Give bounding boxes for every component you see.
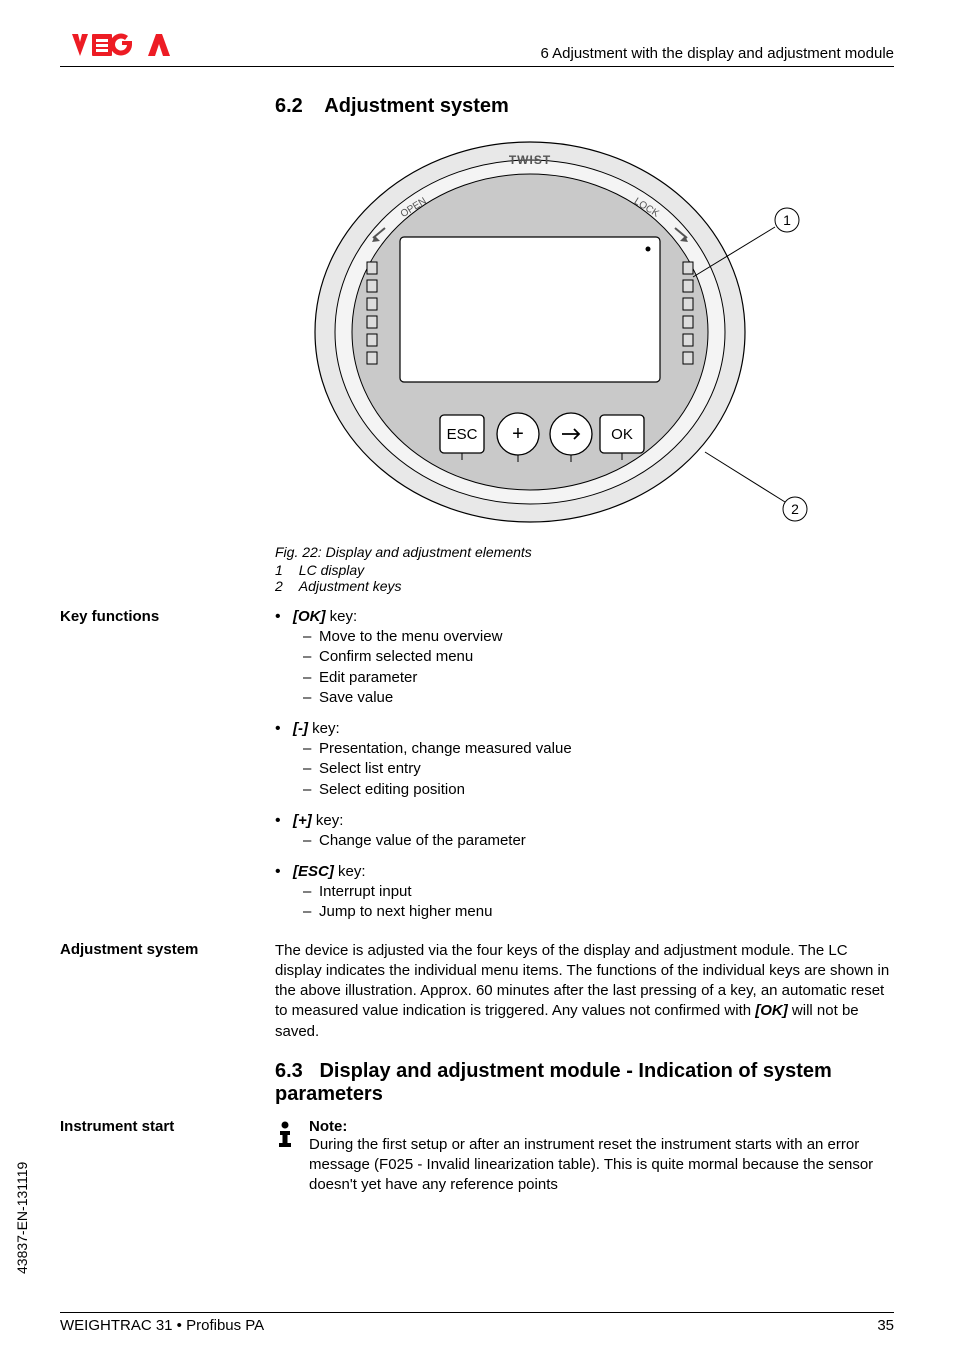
figure-legend-1: 1 LC display (275, 562, 835, 578)
list-item: Change value of the parameter (293, 831, 894, 851)
svg-text:1: 1 (783, 212, 791, 228)
section-62-text: Adjustment system (324, 95, 509, 117)
adjustment-system-paragraph: The device is adjusted via the four keys… (275, 941, 894, 1042)
svg-text:ESC: ESC (447, 426, 478, 443)
page-header: 6 Adjustment with the display and adjust… (60, 30, 894, 67)
list-item: Select list entry (293, 759, 894, 779)
footer-page-number: 35 (877, 1317, 894, 1334)
list-item: Interrupt input (293, 882, 894, 902)
key-minus: [-] key: Presentation, change measured v… (275, 720, 894, 800)
section-62-title: 6.2 Adjustment system (275, 95, 894, 118)
list-item: Presentation, change measured value (293, 739, 894, 759)
list-item: Select editing position (293, 780, 894, 800)
figure-caption: Fig. 22: Display and adjustment elements (275, 544, 835, 560)
note-body: During the first setup or after an instr… (309, 1135, 894, 1196)
section-63-number: 6.3 (275, 1060, 303, 1082)
key-ok: [OK] key: Move to the menu overview Conf… (275, 608, 894, 708)
side-label-instrument-start: Instrument start (60, 1118, 275, 1135)
list-item: Jump to next higher menu (293, 902, 894, 922)
section-63-title: 6.3 Display and adjustment module - Indi… (275, 1060, 894, 1106)
note-label: Note: (309, 1118, 894, 1135)
info-icon (275, 1120, 297, 1152)
list-item: Confirm selected menu (293, 647, 894, 667)
list-item: Edit parameter (293, 668, 894, 688)
figure-legend-2: 2 Adjustment keys (275, 578, 835, 594)
footer-left: WEIGHTRAC 31 • Profibus PA (60, 1317, 264, 1334)
section-62-number: 6.2 (275, 95, 303, 117)
key-esc: [ESC] key: Interrupt input Jump to next … (275, 863, 894, 923)
key-plus: [+] key: Change value of the parameter (275, 812, 894, 851)
brand-logo (60, 30, 190, 62)
svg-text:OK: OK (611, 426, 633, 443)
list-item: Save value (293, 688, 894, 708)
section-63-text: Display and adjustment module - Indicati… (275, 1060, 832, 1105)
figure-22: TWIST OPEN LOCK (275, 132, 835, 594)
page-footer: WEIGHTRAC 31 • Profibus PA 35 (60, 1312, 894, 1334)
note-block: Note: During the first setup or after an… (275, 1118, 894, 1196)
list-item: Move to the menu overview (293, 627, 894, 647)
svg-text:TWIST: TWIST (509, 153, 551, 167)
svg-text:+: + (512, 423, 524, 445)
header-section-label: 6 Adjustment with the display and adjust… (540, 45, 894, 62)
key-functions-list: [OK] key: Move to the menu overview Conf… (275, 608, 894, 923)
doc-id: 43837-EN-131119 (14, 1162, 30, 1274)
side-label-key-functions: Key functions (60, 608, 275, 625)
svg-text:2: 2 (791, 501, 799, 517)
side-label-adjustment-system: Adjustment system (60, 941, 275, 958)
